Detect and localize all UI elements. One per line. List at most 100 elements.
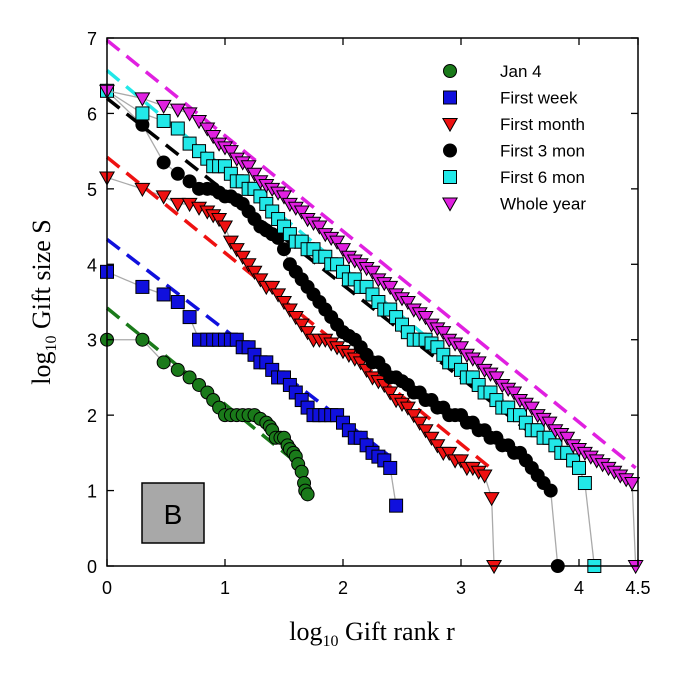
- data-point-year: [488, 371, 505, 386]
- data-point-mon6: [170, 121, 185, 136]
- data-point-year: [627, 559, 644, 575]
- data-point-month: [299, 326, 316, 341]
- data-point-month: [405, 409, 422, 424]
- data-point-jan4: [135, 332, 150, 347]
- series-year: [98, 38, 644, 575]
- data-point-jan4: [294, 464, 309, 479]
- legend-marker-year: [441, 197, 459, 212]
- data-point-week: [170, 295, 185, 309]
- data-point-month: [134, 182, 151, 198]
- y-axis-label: log10 Gift size S: [27, 219, 60, 385]
- legend-label-month: First month: [500, 115, 585, 134]
- data-point-mon3: [182, 174, 197, 189]
- data-point-jan4: [170, 362, 185, 377]
- x-tick-label: 1: [220, 578, 230, 598]
- data-point-jan4: [182, 370, 197, 385]
- data-point-month: [399, 401, 416, 416]
- data-point-mon3: [543, 483, 558, 498]
- x-axis-label: log10 Gift rank r: [289, 617, 455, 650]
- data-point-week: [135, 279, 150, 294]
- data-point-mon3: [156, 155, 171, 170]
- data-point-month: [240, 258, 257, 273]
- series-month-fit-line: [105, 155, 492, 470]
- y-tick-label: 5: [87, 180, 97, 200]
- data-point-year: [399, 295, 416, 311]
- data-point-year: [191, 114, 208, 130]
- data-point-year: [311, 220, 328, 235]
- data-point-week: [156, 287, 171, 302]
- data-point-year: [329, 235, 346, 250]
- data-point-jan4: [300, 487, 315, 502]
- data-point-month: [281, 303, 298, 318]
- x-tick-label: 4.5: [625, 578, 650, 598]
- data-point-month: [476, 469, 493, 484]
- data-point-month: [411, 416, 428, 431]
- plot-frame: [106, 37, 639, 567]
- data-point-year: [293, 205, 310, 220]
- data-point-year: [523, 401, 540, 416]
- legend-label-jan4: Jan 4: [500, 62, 542, 81]
- data-point-mon6: [572, 460, 586, 475]
- data-point-year: [382, 280, 399, 296]
- data-point-month: [211, 213, 228, 228]
- legend-marker-month: [441, 117, 459, 133]
- y-tick-label: 3: [87, 331, 97, 351]
- data-point-year: [506, 386, 523, 401]
- x-tick-label: 0: [102, 578, 112, 598]
- data-point-year: [169, 103, 186, 118]
- data-point-year: [240, 160, 257, 175]
- data-point-month: [246, 265, 263, 280]
- data-point-year: [541, 416, 558, 431]
- data-point-year: [155, 99, 172, 115]
- data-point-month: [234, 250, 251, 265]
- data-point-month: [264, 280, 281, 296]
- data-point-month: [252, 273, 269, 288]
- data-point-year: [470, 356, 487, 371]
- data-point-month: [169, 197, 186, 213]
- data-point-year: [246, 167, 263, 182]
- data-point-year: [205, 130, 222, 145]
- data-point-month: [417, 424, 434, 439]
- series-mon6: [100, 69, 602, 573]
- data-point-week: [182, 310, 197, 325]
- legend-label-mon6: First 6 mon: [500, 168, 585, 187]
- panel-badge: B: [141, 482, 205, 544]
- series-jan4: [100, 306, 315, 502]
- x-tick-label: 3: [456, 578, 466, 598]
- data-point-month: [423, 431, 440, 446]
- data-point-year: [199, 122, 216, 137]
- data-point-week: [383, 460, 398, 475]
- data-point-year: [435, 326, 452, 341]
- data-point-week: [389, 498, 404, 513]
- panel-badge-label: B: [164, 499, 183, 530]
- legend-marker-mon6: [443, 170, 457, 184]
- data-point-month: [287, 311, 304, 326]
- data-point-mon6: [135, 106, 150, 121]
- series-week: [100, 238, 404, 513]
- data-point-month: [452, 454, 470, 469]
- legend-marker-mon3: [443, 143, 457, 158]
- data-point-month: [441, 446, 458, 462]
- data-point-year: [334, 243, 352, 258]
- data-point-mon6: [156, 113, 171, 128]
- panel-badge-box: [141, 482, 205, 544]
- data-point-month: [222, 235, 239, 250]
- y-tick-label: 2: [87, 406, 97, 426]
- data-point-month: [382, 386, 399, 401]
- data-point-month: [155, 190, 172, 205]
- data-point-year: [559, 431, 576, 446]
- data-point-month: [483, 492, 500, 507]
- data-point-month: [429, 439, 446, 454]
- data-point-mon6: [577, 476, 592, 491]
- legend-label-mon3: First 3 mon: [500, 142, 585, 161]
- legend-marker-week: [443, 90, 457, 105]
- legend-marker-jan4: [443, 64, 457, 78]
- data-point-mon3: [277, 242, 291, 257]
- data-point-year: [222, 145, 239, 160]
- y-tick-label: 0: [87, 557, 97, 577]
- series-week-connector: [106, 271, 397, 506]
- legend-label-year: Whole year: [500, 195, 586, 214]
- data-point-year: [624, 477, 641, 492]
- y-tick-label: 4: [87, 255, 97, 275]
